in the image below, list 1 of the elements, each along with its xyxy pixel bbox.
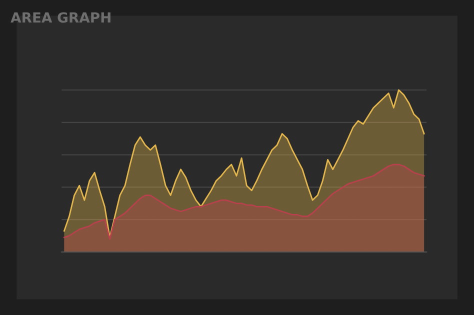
- chart-title: AREA GRAPH: [10, 12, 110, 23]
